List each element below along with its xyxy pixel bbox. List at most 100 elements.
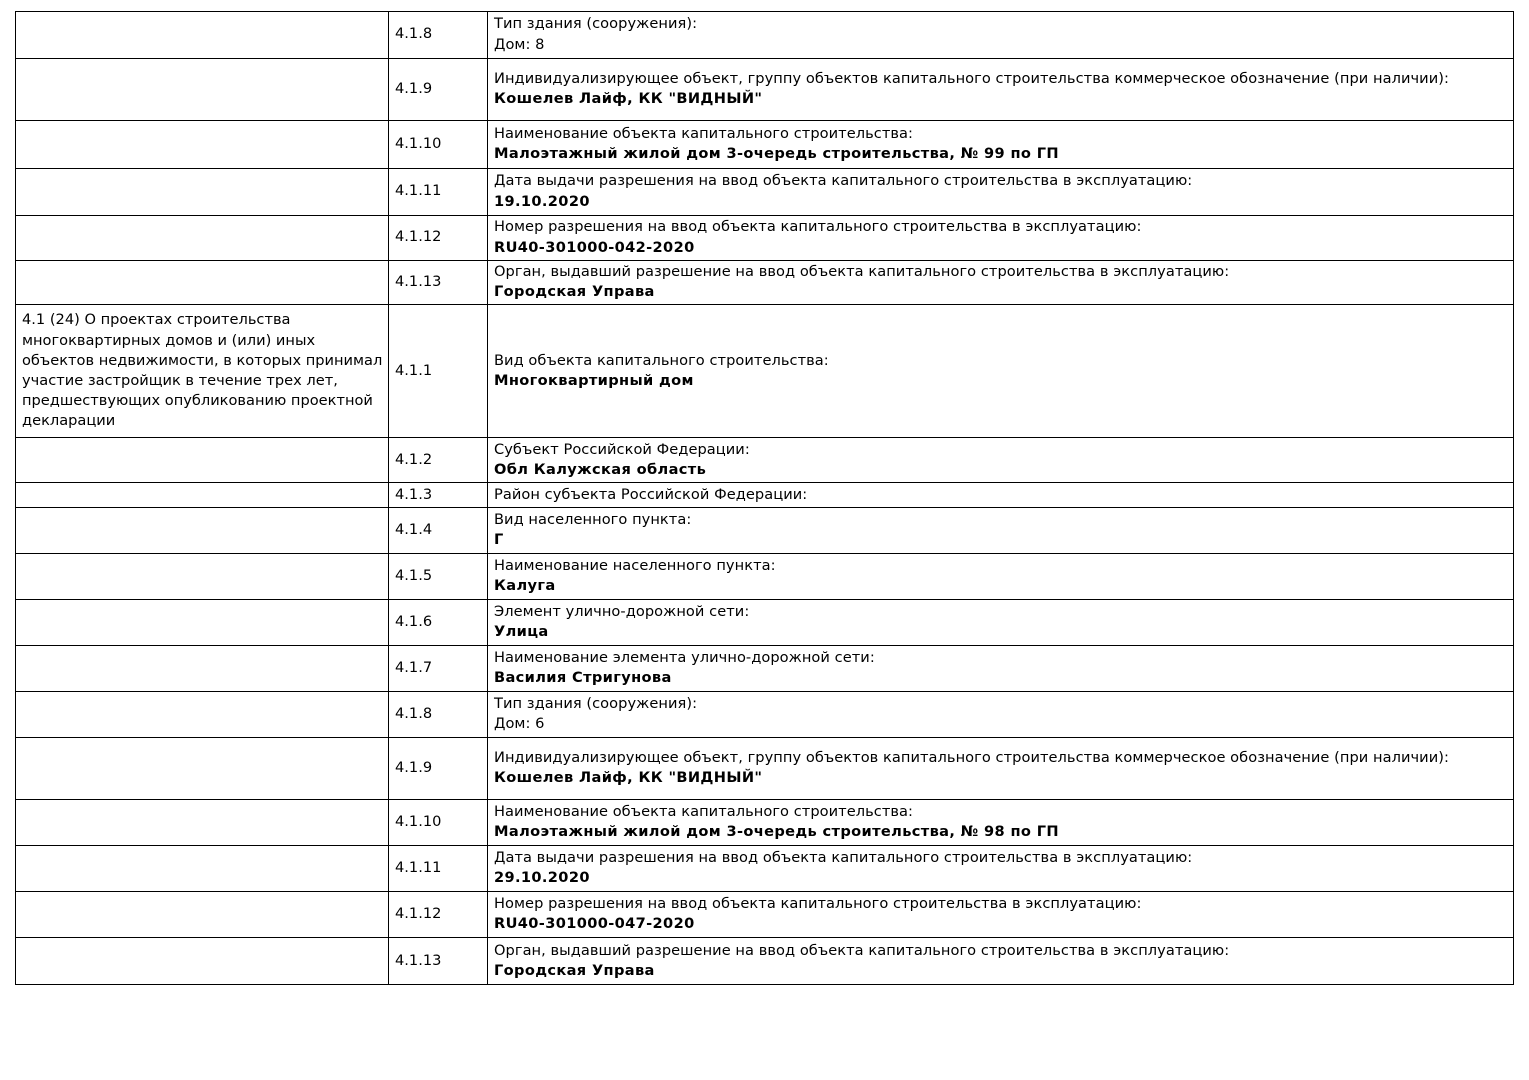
field-label: Вид населенного пункта: [494, 511, 692, 529]
field-content-cell: Наименование элемента улично-дорожной се… [487, 645, 1514, 693]
empty-cell [15, 215, 389, 261]
empty-cell [15, 691, 389, 739]
field-content-cell: Номер разрешения на ввод объекта капитал… [487, 215, 1514, 261]
table-row: 4.1.7 Наименование элемента улично-дорожн… [15, 645, 1514, 693]
field-label: Наименование элемента улично-дорожной се… [494, 649, 875, 667]
field-label: Тип здания (сооружения): [494, 15, 698, 33]
field-code-cell: 4.1.12 [388, 215, 488, 261]
field-label: Дата выдачи разрешения на ввод объекта к… [494, 172, 1193, 190]
table-row: 4.1.12 Номер разрешения на ввод объекта к… [15, 891, 1514, 939]
field-content-cell: Тип здания (сооружения): Дом: 8 [487, 11, 1514, 59]
field-content-cell: Наименование населенного пункта: Калуга [487, 553, 1514, 601]
field-content-cell: Номер разрешения на ввод объекта капитал… [487, 891, 1514, 939]
field-value: RU40-301000-042-2020 [494, 238, 695, 256]
field-value: Калуга [494, 577, 556, 595]
table-row: 4.1.13 Орган, выдавший разрешение на ввод… [15, 937, 1514, 986]
field-value: Обл Калужская область [494, 460, 707, 478]
field-code-cell: 4.1.1 [388, 304, 488, 439]
empty-cell [15, 437, 389, 484]
field-code-cell: 4.1.9 [388, 58, 488, 121]
field-label: Номер разрешения на ввод объекта капитал… [494, 218, 1142, 236]
field-content-cell: Индивидуализирующее объект, группу объек… [487, 737, 1514, 801]
field-label: Орган, выдавший разрешение на ввод объек… [494, 941, 1230, 959]
field-label: Дата выдачи разрешения на ввод объекта к… [494, 849, 1193, 867]
table-row: 4.1.6 Элемент улично-дорожной сети: Улица [15, 599, 1514, 647]
field-content-cell: Вид объекта капитального строительства: М… [487, 304, 1514, 439]
table-row: 4.1 (24) О проектах строительства многок… [15, 304, 1514, 439]
field-value: RU40-301000-047-2020 [494, 915, 695, 933]
field-value: Дом: 8 [494, 35, 545, 53]
empty-cell [15, 645, 389, 693]
table-row: 4.1.5 Наименование населенного пункта: Кал… [15, 553, 1514, 601]
field-value: Кошелев Лайф, КК "ВИДНЫЙ" [494, 769, 763, 787]
empty-cell [15, 845, 389, 893]
empty-cell [15, 11, 389, 59]
field-content-cell: Дата выдачи разрешения на ввод объекта к… [487, 845, 1514, 893]
field-value: Г [494, 531, 504, 549]
table-row: 4.1.10 Наименование объекта капитального … [15, 120, 1514, 169]
empty-cell [15, 599, 389, 647]
table-row: 4.1.11 Дата выдачи разрешения на ввод объ… [15, 845, 1514, 893]
empty-cell [15, 120, 389, 169]
field-code-cell: 4.1.2 [388, 437, 488, 484]
field-value: Малоэтажный жилой дом 3-очередь строител… [494, 823, 1059, 841]
field-value: Кошелев Лайф, КК "ВИДНЫЙ" [494, 90, 763, 107]
field-code-cell: 4.1.9 [388, 737, 488, 801]
field-value: 29.10.2020 [494, 869, 590, 887]
field-code-cell: 4.1.13 [388, 259, 488, 306]
empty-cell [15, 891, 389, 939]
field-content-cell: Орган, выдавший разрешение на ввод объек… [487, 937, 1514, 986]
field-value: Городская Управа [494, 961, 655, 979]
field-content-cell: Индивидуализирующее объект, группу объек… [487, 58, 1514, 121]
field-label: Субъект Российской Федерации: [494, 440, 750, 458]
table-row: 4.1.10 Наименование объекта капитального … [15, 799, 1514, 847]
field-content-cell: Элемент улично-дорожной сети: Улица [487, 599, 1514, 647]
field-value: Улица [494, 623, 549, 641]
field-code-cell: 4.1.11 [388, 168, 488, 216]
table-row: 4.1.12 Номер разрешения на ввод объекта к… [15, 215, 1514, 261]
empty-cell [15, 553, 389, 601]
section-description-cell: 4.1 (24) О проектах строительства многок… [15, 304, 389, 439]
field-label: Номер разрешения на ввод объекта капитал… [494, 895, 1142, 913]
table-row: 4.1.8 Тип здания (сооружения): Дом: 6 [15, 691, 1514, 739]
table-row: 4.1.9 Индивидуализирующее объект, группу … [15, 737, 1514, 801]
field-code-cell: 4.1.4 [388, 507, 488, 555]
field-label: Орган, выдавший разрешение на ввод объек… [494, 263, 1230, 280]
field-content-cell: Наименование объекта капитального строит… [487, 120, 1514, 169]
field-content-cell: Район субъекта Российской Федерации: [487, 482, 1514, 509]
empty-cell [15, 737, 389, 801]
table-row: 4.1.11 Дата выдачи разрешения на ввод объ… [15, 168, 1514, 216]
field-code-cell: 4.1.10 [388, 120, 488, 169]
table-row: 4.1.3 Район субъекта Российской Федерации… [15, 482, 1514, 509]
field-label: Наименование населенного пункта: [494, 557, 776, 575]
field-code-cell: 4.1.6 [388, 599, 488, 647]
table-row: 4.1.4 Вид населенного пункта: Г [15, 507, 1514, 555]
empty-cell [15, 507, 389, 555]
field-value: Многоквартирный дом [494, 371, 694, 389]
field-value: Городская Управа [494, 283, 655, 301]
field-content-cell: Субъект Российской Федерации: Обл Калужск… [487, 437, 1514, 484]
field-label: Наименование объекта капитального строит… [494, 124, 914, 142]
empty-cell [15, 58, 389, 121]
field-code-cell: 4.1.7 [388, 645, 488, 693]
empty-cell [15, 168, 389, 216]
table-row: 4.1.8 Тип здания (сооружения): Дом: 8 [15, 11, 1514, 59]
empty-cell [15, 937, 389, 986]
field-value: Василия Стригунова [494, 669, 672, 687]
field-value: 19.10.2020 [494, 192, 590, 210]
field-content-cell: Вид населенного пункта: Г [487, 507, 1514, 555]
field-code-cell: 4.1.8 [388, 691, 488, 739]
field-content-cell: Тип здания (сооружения): Дом: 6 [487, 691, 1514, 739]
field-code-cell: 4.1.12 [388, 891, 488, 939]
field-label: Индивидуализирующее объект, группу объек… [494, 69, 1449, 87]
field-label: Вид объекта капитального строительства: [494, 351, 829, 369]
empty-cell [15, 259, 389, 306]
empty-cell [15, 799, 389, 847]
project-declaration-table: 4.1.8 Тип здания (сооружения): Дом: 8 4.1.9… [15, 11, 1514, 986]
field-value: Малоэтажный жилой дом 3-очередь строител… [494, 145, 1059, 162]
table-body: 4.1.8 Тип здания (сооружения): Дом: 8 4.1.9… [15, 11, 1514, 986]
field-code-cell: 4.1.10 [388, 799, 488, 847]
empty-cell [15, 482, 389, 509]
field-value: Дом: 6 [494, 715, 545, 733]
field-label: Район субъекта Российской Федерации: [494, 485, 808, 503]
